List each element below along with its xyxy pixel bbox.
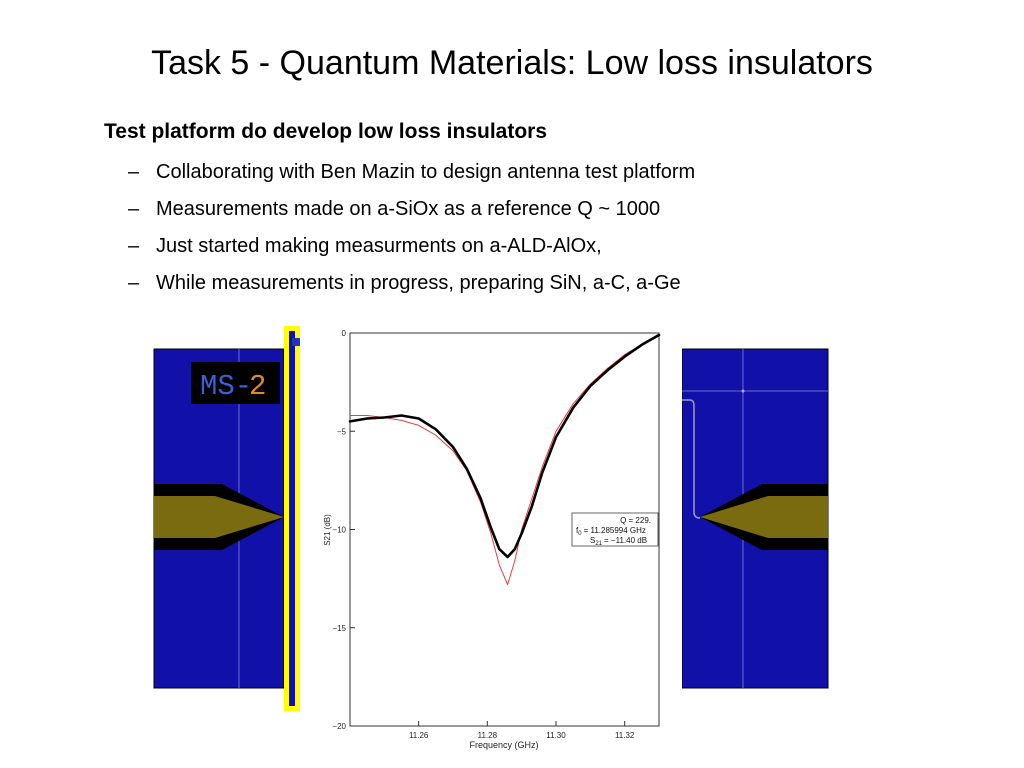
slide-title: Task 5 - Quantum Materials: Low loss ins… — [151, 44, 873, 82]
annotation-s-sym: S — [590, 536, 595, 545]
bullet-dash: – — [128, 235, 140, 257]
annotation-f-sub: 0 — [578, 531, 582, 537]
bullet-list: – Collaborating with Ben Mazin to design … — [128, 158, 695, 306]
device-label-ms: MS- — [200, 370, 252, 403]
bullet-dash: – — [128, 198, 140, 220]
annotation-f-val: = 11.285994 GHz — [584, 526, 646, 535]
slide-heading: Test platform do develop low loss insula… — [104, 120, 548, 143]
device-label-num: 2 — [249, 370, 266, 403]
y-tick-label: −5 — [337, 427, 347, 436]
annotation-s-sub: 21 — [595, 541, 602, 547]
plot-ylabel: S21 (dB) — [323, 514, 332, 546]
y-tick-label: −20 — [332, 722, 346, 731]
bullet-item: – Just started making measurments on a-AL… — [128, 232, 695, 269]
x-tick-label: 11.28 — [478, 731, 498, 740]
feed-line-left — [154, 496, 284, 538]
x-tick-label: 11.30 — [546, 731, 566, 740]
y-tick-label: 0 — [342, 329, 347, 338]
x-tick-label: 11.32 — [615, 731, 635, 740]
feed-line-right — [700, 496, 828, 538]
bullet-item: – Measurements made on a-SiOx as a refere… — [128, 195, 695, 232]
annotation-q: Q = 229. — [620, 516, 651, 525]
bullet-text: Collaborating with Ben Mazin to design a… — [156, 161, 696, 183]
bullet-text: Just started making measurments on a-ALD… — [156, 235, 602, 257]
bullet-text: While measurements in progress, preparin… — [156, 272, 681, 294]
resonance-plot: 11.26 11.28 11.30 11.32 0 −5 −10 −15 −20 Frequen… — [300, 326, 682, 752]
x-tick-label: 11.26 — [409, 731, 429, 740]
plot-xlabel: Frequency (GHz) — [469, 740, 538, 750]
annotation-f-sym: f — [576, 526, 579, 535]
bullet-dash: – — [128, 272, 140, 294]
bullet-item: – While measurements in progress, prepari… — [128, 269, 695, 306]
device-image-right — [681, 348, 829, 689]
bullet-dash: – — [128, 161, 140, 183]
series-measured-line — [348, 333, 661, 559]
bullet-item: – Collaborating with Ben Mazin to design … — [128, 158, 695, 195]
y-tick-label: −10 — [332, 526, 346, 535]
annotation-s-val: = −11.40 dB — [604, 536, 647, 545]
svg-text:S21= −11.40 dB: S21 = −11.40 dB — [590, 536, 647, 547]
series-fit-line — [349, 334, 660, 585]
strip-inner — [289, 331, 295, 706]
device-image-left: MS- 2 — [153, 348, 285, 689]
center-strip — [284, 326, 302, 711]
device-label-box — [191, 362, 280, 404]
y-tick-label: −15 — [332, 624, 346, 633]
bullet-text: Measurements made on a-SiOx as a referen… — [156, 198, 661, 220]
fit-annotation-box: Q = 229. f0 = 11.285994 GHz S21 = −11.40 d… — [571, 512, 659, 547]
svg-text:f0= 11.285994 GHz: f0 = 11.285994 GHz — [576, 526, 646, 537]
